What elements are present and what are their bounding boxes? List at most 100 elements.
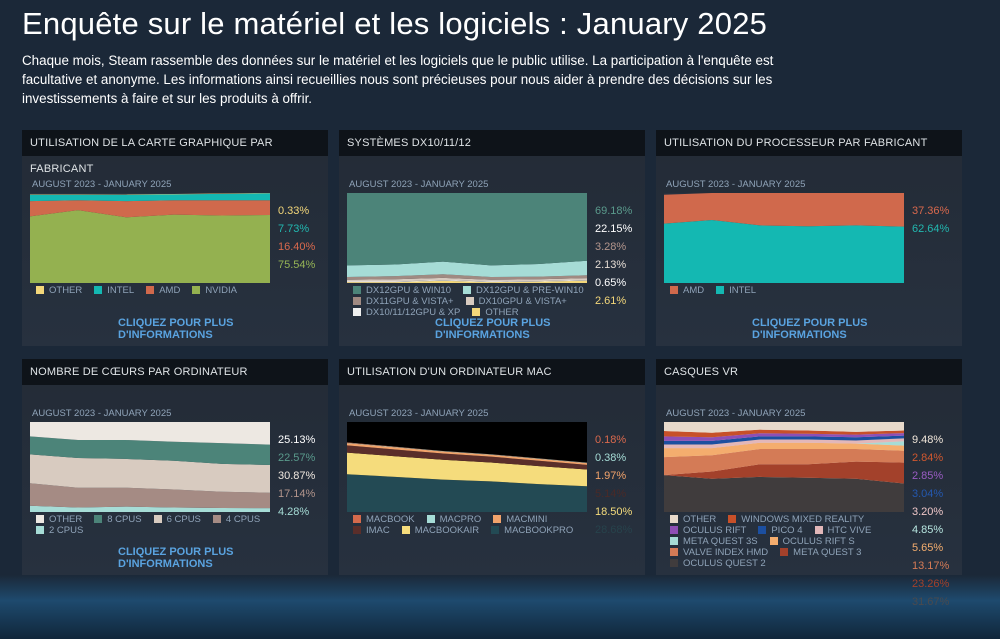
- legend-label: MACMINI: [506, 514, 548, 525]
- value-label: 2.13%: [595, 259, 627, 271]
- legend-swatch-icon: [463, 286, 471, 294]
- legend-swatch-icon: [780, 548, 789, 556]
- legend-swatch-icon: [36, 515, 44, 523]
- value-label: 3.20%: [912, 506, 944, 518]
- legend-swatch-icon: [670, 548, 678, 556]
- legend-item: DX12GPU & PRE-WIN10: [463, 285, 584, 296]
- legend-label: NVIDIA: [205, 285, 237, 296]
- area-series-windows-mixed-reality: [664, 429, 904, 438]
- legend-label: MACBOOK: [366, 514, 415, 525]
- legend-item: META QUEST 3: [780, 547, 861, 558]
- legend-swatch-icon: [670, 526, 678, 534]
- area-series-oculus-rift: [664, 433, 904, 441]
- legend-item: 2 CPUS: [36, 525, 83, 536]
- legend-label: OCULUS QUEST 2: [683, 558, 766, 569]
- legend-label: WINDOWS MIXED REALITY: [741, 514, 865, 525]
- area-series-2-cpus: [30, 505, 270, 512]
- legend-swatch-icon: [670, 559, 678, 567]
- legend-label: DX10/11/12GPU & XP: [366, 307, 461, 318]
- area-series-amd: [30, 200, 270, 218]
- legend-item: 4 CPUS: [212, 514, 260, 525]
- legend-label: OCULUS RIFT: [683, 525, 747, 536]
- value-label: 9.48%: [912, 434, 944, 446]
- legend-item: 8 CPUS: [94, 514, 142, 525]
- legend-item: DX10GPU & VISTA+: [465, 296, 567, 307]
- panel-title: NOMBRE DE CŒURS PAR ORDINATEUR: [22, 359, 328, 385]
- more-info-link[interactable]: CLIQUEZ POUR PLUS D'INFORMATIONS: [752, 317, 868, 341]
- legend-swatch-icon: [426, 515, 435, 523]
- panel-cpu-manufacturer: UTILISATION DU PROCESSEUR PAR FABRICANT …: [656, 130, 962, 346]
- legend-item: OCULUS QUEST 2: [670, 558, 766, 569]
- area-series-macpro: [347, 442, 587, 464]
- panel-gpu-manufacturer: UTILISATION DE LA CARTE GRAPHIQUE PAR FA…: [22, 130, 328, 346]
- panel-mac-usage: UTILISATION D'UN ORDINATEUR MAC AUGUST 2…: [339, 359, 645, 575]
- chart-legend: DX12GPU & WIN10 DX12GPU & PRE-WIN10 DX11GP…: [353, 285, 603, 318]
- legend-swatch-icon: [670, 537, 678, 545]
- panel-directx-systems: SYSTÈMES DX10/11/12 AUGUST 2023 - JANUAR…: [339, 130, 645, 346]
- intro-text: Chaque mois, Steam rassemble des données…: [22, 53, 774, 106]
- area-series-valve-index-hmd: [664, 449, 904, 476]
- legend-swatch-icon: [353, 308, 361, 316]
- area-series-other: [664, 422, 904, 433]
- legend-item: MACPRO: [426, 514, 481, 525]
- area-series-meta-quest-3: [664, 461, 904, 484]
- value-label: 17.14%: [278, 488, 316, 500]
- chart-legend: OTHER 8 CPUS 6 CPUS 4 CPUS 2 CPUS: [36, 514, 286, 536]
- legend-label: AMD: [159, 285, 181, 296]
- legend-swatch-icon: [153, 515, 162, 523]
- more-info-link[interactable]: CLIQUEZ POUR PLUS D'INFORMATIONS: [118, 546, 234, 570]
- legend-swatch-icon: [353, 526, 361, 534]
- legend-item: OTHER: [472, 307, 519, 318]
- value-label: 5.65%: [912, 542, 944, 554]
- value-label: 4.85%: [912, 524, 944, 536]
- area-series-other: [30, 193, 270, 195]
- more-info-link[interactable]: CLIQUEZ POUR PLUS D'INFORMATIONS: [435, 317, 551, 341]
- legend-label: 6 CPUS: [166, 514, 201, 525]
- background-glow: [0, 575, 1000, 639]
- value-label: 0.18%: [595, 434, 627, 446]
- value-label: 37.36%: [912, 205, 950, 217]
- value-label: 31.67%: [912, 596, 950, 608]
- area-series-other: [30, 422, 270, 445]
- legend-item: WINDOWS MIXED REALITY: [728, 514, 864, 525]
- legend-label: IMAC: [366, 525, 390, 536]
- date-range: AUGUST 2023 - JANUARY 2025: [349, 179, 489, 190]
- value-label: 75.54%: [278, 259, 316, 271]
- stacked-area-chart: [347, 422, 587, 512]
- legend-label: META QUEST 3S: [683, 536, 758, 547]
- value-label: 16.40%: [278, 241, 316, 253]
- legend-item: META QUEST 3S: [670, 536, 758, 547]
- legend-label: AMD: [683, 285, 705, 296]
- legend-swatch-icon: [769, 537, 778, 545]
- area-series-dx11gpu-vista-: [347, 274, 587, 280]
- area-series-macbookair: [347, 452, 587, 487]
- area-series-dx10gpu-vista-: [347, 277, 587, 282]
- legend-swatch-icon: [353, 286, 361, 294]
- area-series-amd: [664, 193, 904, 227]
- stacked-area-chart: [664, 193, 904, 283]
- legend-label: 8 CPUS: [107, 514, 142, 525]
- area-series-macbookpro: [347, 474, 587, 512]
- chart-legend: OTHER INTEL AMD NVIDIA: [36, 285, 286, 296]
- legend-swatch-icon: [491, 526, 500, 534]
- legend-swatch-icon: [472, 308, 481, 316]
- panel-cpu-cores: NOMBRE DE CŒURS PAR ORDINATEUR AUGUST 20…: [22, 359, 328, 575]
- legend-label: OTHER: [485, 307, 519, 318]
- date-range: AUGUST 2023 - JANUARY 2025: [32, 408, 172, 419]
- legend-label: HTC VIVE: [827, 525, 872, 536]
- more-info-link[interactable]: CLIQUEZ POUR PLUS D'INFORMATIONS: [118, 317, 234, 341]
- area-series-macmini: [347, 443, 587, 465]
- legend-swatch-icon: [758, 526, 767, 534]
- legend-swatch-icon: [94, 515, 103, 523]
- value-label: 22.15%: [595, 223, 633, 235]
- value-label: 3.04%: [912, 488, 944, 500]
- value-list: 0.18% 0.38% 1.97% 5.14% 18.50% 28.68%: [595, 431, 632, 539]
- legend-label: DX12GPU & PRE-WIN10: [476, 285, 584, 296]
- value-label: 25.13%: [278, 434, 316, 446]
- value-label: 5.14%: [595, 488, 627, 500]
- legend-item: DX10/11/12GPU & XP: [353, 307, 460, 318]
- value-label: 22.57%: [278, 452, 316, 464]
- area-series-nvidia: [30, 210, 270, 283]
- legend-item: OTHER: [670, 514, 716, 525]
- legend-swatch-icon: [493, 515, 502, 523]
